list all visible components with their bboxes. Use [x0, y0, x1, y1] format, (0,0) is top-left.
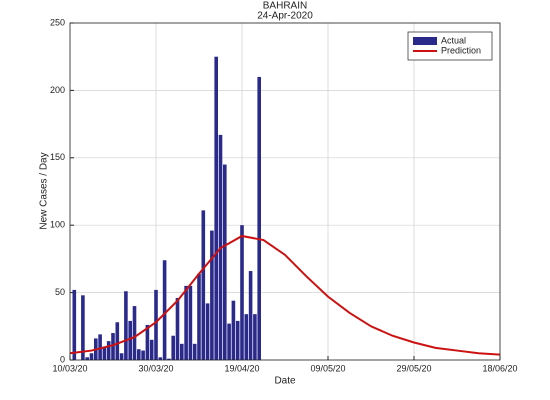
- bar: [141, 350, 145, 360]
- bar: [214, 56, 218, 360]
- chart-title: BAHRAIN: [263, 1, 307, 12]
- line: [69, 234, 501, 356]
- bar: [223, 164, 227, 360]
- bar: [128, 320, 132, 360]
- x-tick-label: 19/04/20: [224, 363, 259, 373]
- y-tick-label: 200: [50, 85, 65, 95]
- bar: [205, 303, 210, 360]
- bar: [192, 343, 197, 360]
- bar: [72, 289, 77, 360]
- bar: [248, 271, 253, 360]
- y-tick-label: 0: [60, 354, 65, 364]
- bar: [81, 295, 85, 360]
- x-tick-label: 09/05/20: [310, 363, 345, 373]
- bar: [197, 273, 201, 360]
- bar: [162, 260, 167, 360]
- bar: [201, 210, 206, 360]
- chart-subtitle: 24-Apr-2020: [257, 11, 313, 22]
- bar: [89, 353, 94, 360]
- bar: [85, 357, 89, 360]
- bar: [145, 324, 150, 360]
- bar: [98, 334, 102, 360]
- x-tick-label: 10/03/20: [52, 363, 87, 373]
- bar: [106, 341, 111, 360]
- y-axis-label: New Cases / Day: [39, 152, 50, 229]
- y-tick-label: 100: [50, 220, 65, 230]
- bar: [171, 335, 175, 360]
- legend-swatch: [413, 37, 437, 45]
- bar: [175, 297, 180, 360]
- x-tick-label: 18/06/20: [482, 363, 517, 373]
- bar: [102, 346, 107, 360]
- bar: [149, 339, 154, 360]
- bar: [137, 349, 141, 360]
- x-axis-label: Date: [274, 376, 296, 387]
- bar: [231, 300, 236, 360]
- y-tick-label: 150: [50, 152, 65, 162]
- bar: [158, 357, 163, 360]
- bar: [253, 314, 257, 360]
- bar: [244, 314, 249, 360]
- bar: [184, 285, 188, 360]
- y-tick-label: 50: [55, 287, 65, 297]
- bar: [180, 343, 184, 360]
- bar: [111, 333, 115, 360]
- x-tick-label: 29/05/20: [396, 363, 431, 373]
- bar: [154, 289, 158, 360]
- legend-label: Prediction: [441, 45, 481, 55]
- legend-box: [407, 31, 493, 61]
- bar: [132, 306, 137, 360]
- y-tick-label: 250: [50, 17, 65, 27]
- bar: [119, 353, 124, 360]
- plot-frame: [69, 22, 501, 361]
- bar: [227, 323, 231, 360]
- bar: [124, 291, 128, 360]
- bar: [240, 225, 244, 360]
- bar: [188, 285, 193, 360]
- bar: [167, 358, 171, 360]
- x-tick-label: 30/03/20: [138, 363, 173, 373]
- bar: [210, 230, 214, 360]
- bar: [257, 76, 261, 361]
- bar: [235, 320, 240, 360]
- legend-label: Actual: [441, 35, 466, 45]
- bar: [115, 322, 120, 360]
